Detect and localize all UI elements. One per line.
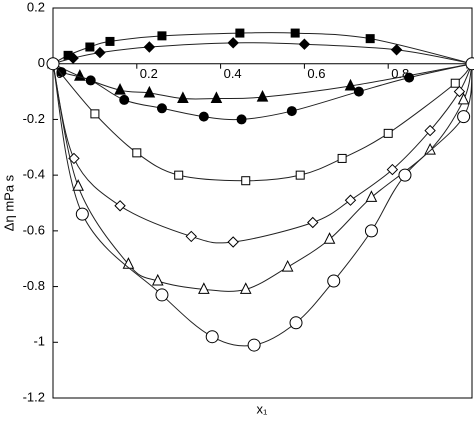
marker [450, 78, 460, 88]
marker [143, 41, 156, 53]
y-tick-label: 0 [38, 55, 45, 70]
marker [453, 85, 466, 98]
marker [235, 28, 245, 38]
marker [143, 85, 156, 98]
marker [239, 282, 252, 294]
y-tick-label: -0.6 [23, 222, 45, 237]
marker [156, 103, 167, 114]
x-tick-label: 0.2 [140, 66, 158, 81]
marker [256, 90, 269, 102]
marker [457, 110, 471, 124]
marker [298, 38, 311, 50]
marker [286, 106, 297, 117]
marker [114, 200, 126, 212]
y-tick-label: -0.2 [23, 111, 45, 126]
marker [227, 37, 239, 49]
marker [364, 224, 378, 238]
marker [323, 232, 336, 244]
fit-curve [52, 63, 473, 244]
marker [337, 153, 347, 163]
x-axis-label: x₁ [257, 401, 269, 416]
marker [85, 75, 96, 86]
marker [404, 72, 415, 83]
x-tick-label: 0.6 [307, 66, 325, 81]
marker [247, 338, 261, 352]
marker [390, 44, 403, 56]
x-tick-label: 0.4 [224, 66, 242, 81]
marker [327, 274, 341, 288]
marker [72, 179, 84, 191]
marker [353, 86, 364, 97]
y-tick-label: -1 [33, 334, 45, 349]
marker [457, 92, 470, 105]
marker [185, 230, 197, 243]
marker [46, 57, 60, 71]
marker [67, 52, 79, 64]
marker [307, 216, 319, 229]
marker [344, 194, 357, 206]
marker [205, 330, 219, 344]
marker [56, 67, 67, 78]
fit-curve [52, 63, 473, 182]
y-tick-label: -0.8 [23, 278, 45, 293]
marker [295, 170, 305, 180]
y-tick-label: -1.2 [23, 389, 45, 404]
marker [90, 109, 100, 119]
marker [227, 236, 239, 248]
marker [398, 168, 412, 182]
marker [344, 78, 357, 91]
marker [198, 282, 210, 294]
marker [289, 316, 303, 330]
fit-curve [52, 32, 473, 65]
marker [151, 273, 164, 286]
marker [365, 34, 375, 44]
marker [75, 207, 89, 221]
fit-curve [52, 42, 473, 65]
fit-curve [52, 63, 473, 347]
plot-frame [52, 7, 473, 399]
marker [383, 128, 393, 138]
marker [365, 190, 378, 202]
marker [155, 288, 169, 302]
marker [114, 83, 126, 95]
marker [119, 94, 130, 105]
marker [174, 170, 184, 180]
marker [105, 36, 115, 46]
y-tick-label: 0.2 [27, 0, 45, 14]
y-tick-label: -0.4 [23, 167, 45, 182]
marker [236, 114, 247, 125]
marker [68, 152, 80, 165]
marker [198, 111, 209, 122]
marker [241, 176, 251, 186]
marker [290, 28, 300, 38]
marker [132, 148, 142, 158]
marker [424, 124, 436, 137]
marker [94, 46, 106, 59]
marker [157, 31, 167, 41]
marker [85, 42, 95, 52]
marker [281, 259, 294, 272]
marker [177, 91, 189, 104]
y-axis-label: Δη mPa s [1, 174, 16, 231]
marker [210, 91, 223, 104]
marker [386, 163, 399, 176]
marker [465, 57, 474, 71]
